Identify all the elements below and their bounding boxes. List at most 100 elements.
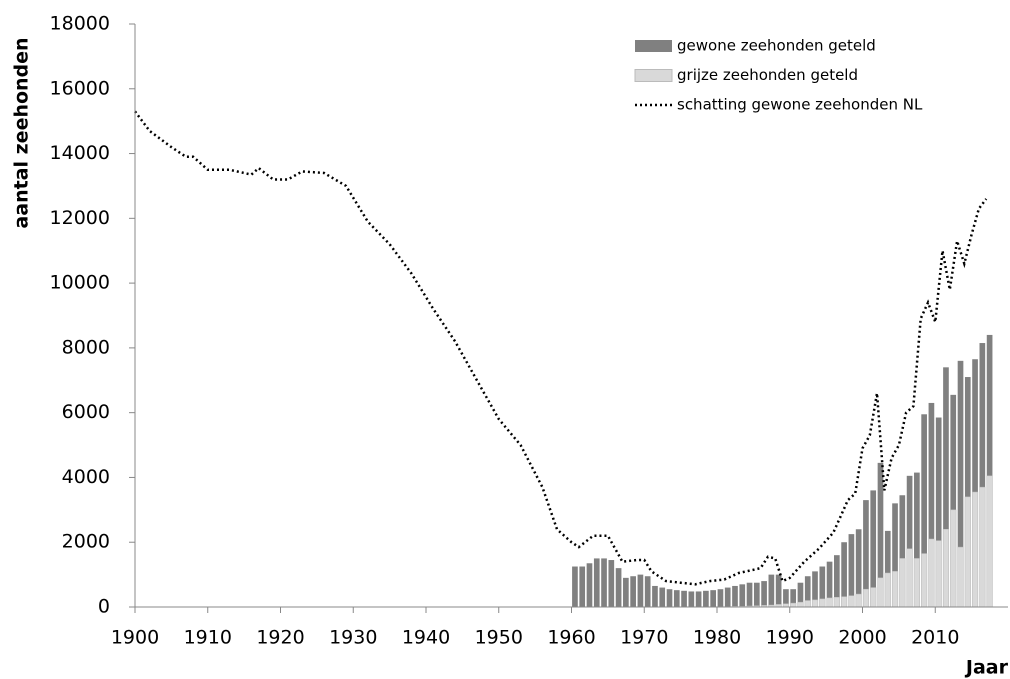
x-tick-label: 1910 — [184, 627, 232, 649]
bar — [630, 576, 636, 607]
bar — [855, 529, 862, 607]
bar — [971, 491, 979, 608]
bar — [724, 587, 731, 607]
bar — [986, 475, 993, 608]
legend-swatch — [634, 69, 673, 82]
bar — [790, 589, 797, 607]
x-tick-label: 1960 — [547, 627, 595, 649]
bar — [957, 546, 964, 608]
bar — [848, 595, 855, 608]
bar — [979, 486, 986, 608]
bar — [921, 553, 928, 608]
bar — [811, 599, 819, 608]
bar — [739, 584, 746, 607]
bar — [746, 582, 753, 607]
x-tick-label: 1920 — [256, 627, 304, 649]
legend-swatch — [635, 40, 672, 52]
bar — [972, 359, 978, 607]
bar — [914, 472, 920, 607]
y-tick-label: 12000 — [50, 207, 110, 229]
bar — [950, 394, 957, 607]
bar — [753, 582, 760, 607]
bar — [826, 561, 833, 607]
line — [133, 110, 988, 586]
bar — [928, 538, 935, 608]
bar — [833, 597, 840, 608]
bar — [768, 574, 775, 607]
bar — [928, 402, 935, 607]
bar — [812, 571, 818, 607]
y-tick-label: 10000 — [50, 272, 110, 294]
bar — [572, 566, 578, 607]
bar — [950, 509, 957, 608]
bar — [870, 490, 877, 607]
x-tick-label: 2000 — [838, 627, 886, 649]
bar — [906, 548, 913, 608]
bar — [986, 334, 993, 607]
bar — [862, 588, 870, 608]
y-tick-label: 0 — [98, 596, 110, 618]
bar — [797, 601, 804, 608]
x-tick-label: 1900 — [111, 627, 159, 649]
bar — [943, 367, 949, 607]
bar — [659, 587, 666, 607]
bar — [681, 590, 687, 607]
y-tick-label: 18000 — [50, 13, 110, 35]
bar — [841, 596, 848, 608]
bar — [703, 590, 709, 607]
x-tick-label: 1980 — [693, 627, 741, 649]
bar — [790, 602, 797, 608]
bar — [834, 555, 840, 607]
bar — [710, 590, 716, 607]
bar — [717, 589, 724, 607]
bar — [891, 571, 899, 608]
x-tick-label: 1970 — [620, 627, 668, 649]
bar — [666, 589, 673, 607]
x-tick-label: 1940 — [402, 627, 450, 649]
bar — [783, 589, 789, 607]
bar — [586, 563, 593, 607]
bar — [884, 530, 891, 607]
y-tick-label: 8000 — [62, 336, 110, 358]
bar — [957, 360, 964, 607]
bar — [732, 585, 738, 607]
bar — [688, 591, 695, 607]
legend-label: gewone zeehonden geteld — [677, 37, 876, 55]
bar — [652, 585, 658, 607]
bar — [615, 568, 622, 607]
bar — [848, 534, 855, 607]
x-tick-label: 1990 — [766, 627, 814, 649]
bar — [964, 496, 971, 608]
bar — [899, 495, 906, 607]
bar — [863, 500, 869, 607]
bar — [819, 598, 826, 608]
bar — [804, 576, 811, 607]
bar — [797, 582, 804, 607]
x-tick-label: 1930 — [329, 627, 377, 649]
bar — [855, 593, 862, 608]
bar — [884, 572, 891, 608]
y-tick-label: 6000 — [62, 401, 110, 423]
y-tick-label: 4000 — [62, 466, 110, 488]
bar — [608, 560, 615, 607]
bar — [819, 566, 826, 607]
bar — [979, 343, 986, 607]
bar — [899, 558, 906, 608]
bar — [637, 574, 644, 607]
y-tick-label: 2000 — [62, 531, 110, 553]
bar — [913, 558, 920, 608]
bar — [877, 577, 884, 608]
bar — [695, 591, 702, 607]
x-tick-label: 1950 — [475, 627, 523, 649]
bar — [942, 529, 950, 608]
x-tick-label: 2010 — [911, 627, 959, 649]
y-axis-title: aantal zeehonden — [11, 37, 33, 228]
bar — [804, 600, 811, 608]
legend-label: schatting gewone zeehonden NL — [677, 96, 923, 114]
y-tick-label: 16000 — [50, 77, 110, 99]
bar — [601, 558, 607, 607]
bar — [841, 542, 847, 607]
bar — [623, 577, 629, 607]
